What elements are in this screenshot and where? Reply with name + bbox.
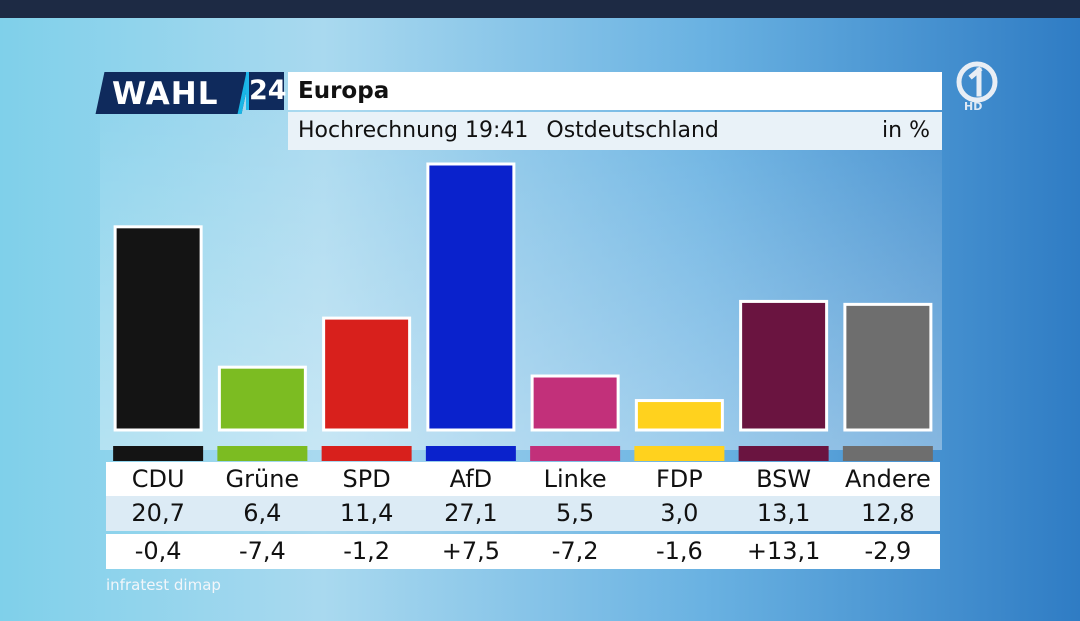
party-label: AfD: [449, 465, 493, 493]
party-label: Grüne: [225, 465, 300, 493]
bar-andere: [843, 302, 933, 432]
diff-label: -1,6: [655, 537, 703, 565]
party-name-row: CDU Grüne SPD AfD Linke FDP BSW Andere: [106, 462, 940, 496]
subtitle-unit: in %: [882, 118, 930, 143]
diff-label: -1,2: [343, 537, 391, 565]
party-label: SPD: [342, 465, 391, 493]
color-swatch-bsw: [738, 446, 829, 461]
party-label: Andere: [845, 465, 931, 493]
value-label: 12,8: [861, 499, 915, 527]
bar-afd: [426, 162, 516, 432]
bar-grüne: [217, 365, 307, 432]
diff-label: +13,1: [746, 537, 821, 565]
value-row: 20,7 6,4 11,4 27,1 5,5 3,0 13,1 12,8: [106, 496, 940, 531]
source-label: infratest dimap: [106, 576, 221, 594]
bar-spd: [322, 316, 412, 432]
color-swatch-linke: [530, 446, 621, 461]
value-label: 5,5: [556, 499, 595, 527]
value-label: 20,7: [131, 499, 185, 527]
diff-row: -0,4 -7,4 -1,2 +7,5 -7,2 -1,6 +13,1 -2,9: [106, 534, 940, 569]
party-label: Linke: [543, 465, 607, 493]
value-label: 13,1: [756, 499, 811, 527]
bar-bsw: [739, 299, 829, 432]
ard-one-icon: [956, 61, 998, 103]
top-bar: [0, 0, 1080, 18]
value-label: 27,1: [444, 499, 498, 527]
bar-cdu: [113, 225, 203, 432]
color-swatch-spd: [321, 446, 412, 461]
chart-title: Europa: [288, 72, 942, 110]
color-swatch-grüne: [217, 446, 308, 461]
color-swatch-cdu: [113, 446, 204, 461]
color-swatch-andere: [842, 446, 933, 461]
subtitle-time: Hochrechnung 19:41: [298, 118, 529, 143]
value-label: 6,4: [243, 499, 282, 527]
bar-fdp: [634, 399, 724, 432]
value-label: 11,4: [339, 499, 394, 527]
wahl-logo-text: WAHL: [112, 76, 219, 112]
results-table: CDU Grüne SPD AfD Linke FDP BSW Andere 20,7 6,4 1…: [106, 462, 940, 569]
chart-subtitle: Hochrechnung 19:41 Ostdeutschland in %: [288, 112, 942, 150]
diff-label: -7,2: [551, 537, 599, 565]
color-swatch-fdp: [634, 446, 725, 461]
hd-label: HD: [964, 100, 983, 113]
diff-label: +7,5: [441, 537, 501, 565]
diff-label: -7,4: [238, 537, 286, 565]
diff-label: -2,9: [864, 537, 912, 565]
party-label: CDU: [131, 465, 185, 493]
party-label: BSW: [756, 465, 812, 493]
value-label: 3,0: [660, 499, 699, 527]
subtitle-region: Ostdeutschland: [546, 118, 719, 143]
color-swatch-afd: [425, 446, 516, 461]
diff-label: -0,4: [134, 537, 182, 565]
party-label: FDP: [655, 465, 703, 493]
wahl-logo-number: 24: [246, 72, 287, 110]
bar-linke: [530, 374, 620, 432]
